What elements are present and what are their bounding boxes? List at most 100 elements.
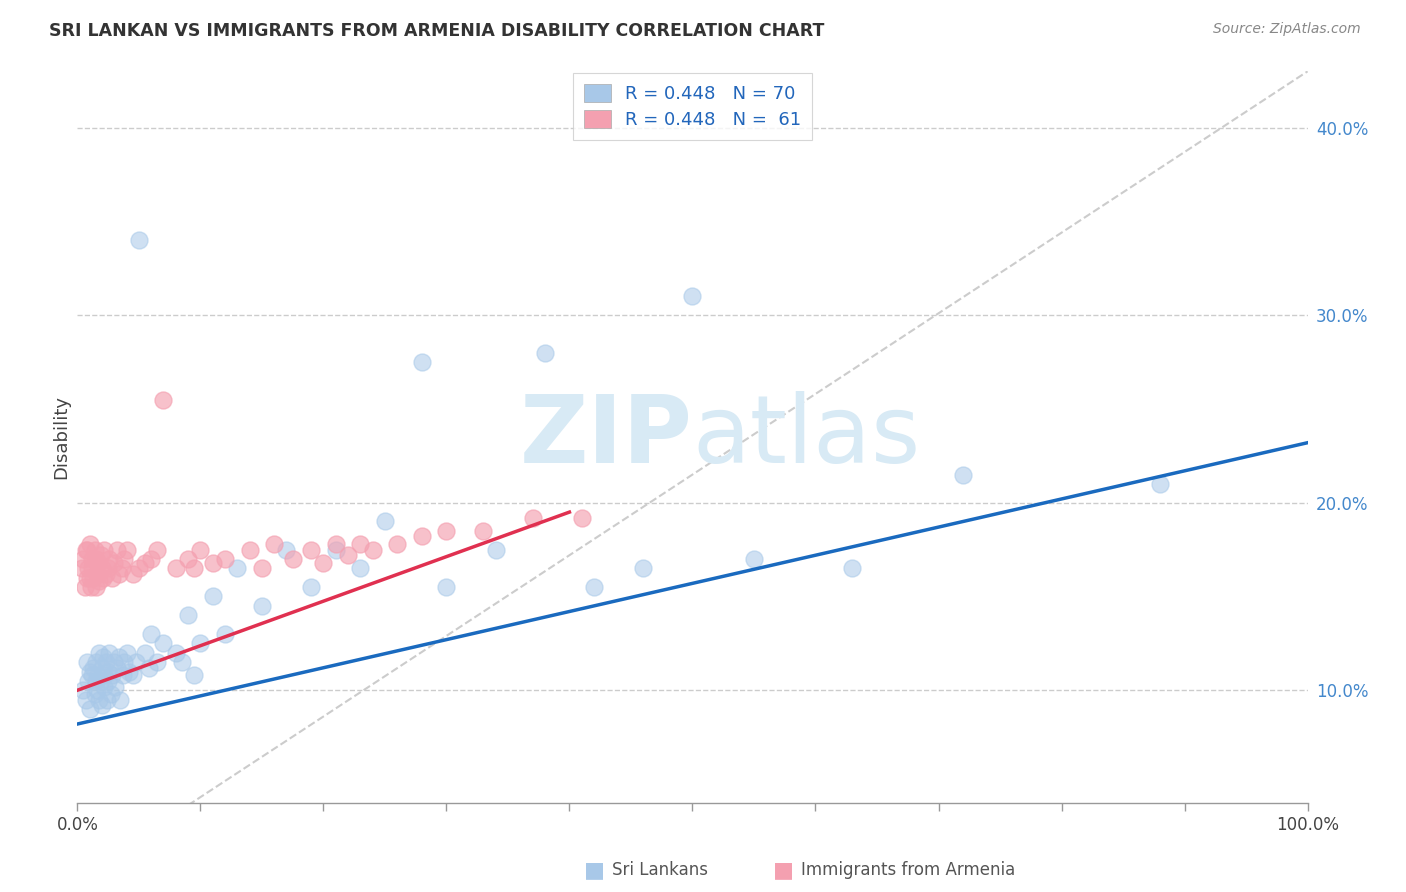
Text: Source: ZipAtlas.com: Source: ZipAtlas.com <box>1213 22 1361 37</box>
Point <box>87 556 110 570</box>
Point <box>281 552 304 566</box>
Point <box>337 548 360 562</box>
Point <box>79 537 101 551</box>
Point <box>121 668 143 682</box>
Point <box>141 627 163 641</box>
Point <box>100 687 122 701</box>
Point <box>201 590 224 604</box>
Point <box>276 542 298 557</box>
Point <box>841 561 863 575</box>
Point <box>1149 477 1171 491</box>
Legend: R = 0.448   N = 70, R = 0.448   N =  61: R = 0.448 N = 70, R = 0.448 N = 61 <box>572 73 813 140</box>
Point <box>82 552 104 566</box>
Point <box>118 665 141 679</box>
Point <box>121 566 143 581</box>
Y-axis label: Disability: Disability <box>52 395 70 479</box>
Point <box>110 692 132 706</box>
Point <box>77 673 100 688</box>
Point <box>70 561 93 575</box>
Point <box>72 552 94 566</box>
Point <box>93 680 115 694</box>
Point <box>485 542 508 557</box>
Point <box>361 542 384 557</box>
Point <box>952 467 974 482</box>
Point <box>105 542 128 557</box>
Point <box>534 345 557 359</box>
Point <box>91 649 114 664</box>
Point <box>82 668 104 682</box>
Point <box>91 571 114 585</box>
Point <box>214 552 236 566</box>
Point <box>633 561 655 575</box>
Point <box>108 566 131 581</box>
Text: ■: ■ <box>773 860 794 880</box>
Point <box>146 655 169 669</box>
Point <box>436 580 458 594</box>
Point <box>96 692 118 706</box>
Point <box>571 510 593 524</box>
Point <box>83 687 105 701</box>
Text: atlas: atlas <box>693 391 921 483</box>
Point <box>239 542 262 557</box>
Point <box>80 580 103 594</box>
Point <box>112 655 135 669</box>
Point <box>75 692 97 706</box>
Point <box>101 668 124 682</box>
Point <box>84 552 107 566</box>
Point <box>349 537 371 551</box>
Point <box>263 537 285 551</box>
Point <box>84 580 107 594</box>
Point <box>165 646 187 660</box>
Point <box>93 542 115 557</box>
Point <box>250 599 273 613</box>
Point <box>72 683 94 698</box>
Point <box>312 556 335 570</box>
Point <box>97 561 120 575</box>
Text: Sri Lankans: Sri Lankans <box>612 861 707 879</box>
Point <box>104 680 127 694</box>
Point <box>103 655 125 669</box>
Point <box>138 661 160 675</box>
Point <box>89 692 111 706</box>
Point <box>84 655 107 669</box>
Point <box>349 561 371 575</box>
Point <box>226 561 249 575</box>
Point <box>105 661 128 675</box>
Point <box>165 561 187 575</box>
Point <box>77 561 100 575</box>
Point <box>522 510 544 524</box>
Point <box>82 571 104 585</box>
Point <box>146 542 169 557</box>
Point <box>97 665 120 679</box>
Point <box>98 552 121 566</box>
Point <box>115 542 138 557</box>
Text: Immigrants from Armenia: Immigrants from Armenia <box>801 861 1015 879</box>
Point <box>108 649 131 664</box>
Point <box>76 542 98 557</box>
Point <box>742 552 765 566</box>
Point <box>250 561 273 575</box>
Point <box>188 542 212 557</box>
Point <box>134 646 156 660</box>
Point <box>214 627 236 641</box>
Point <box>87 668 110 682</box>
Point <box>436 524 458 538</box>
Point <box>325 542 347 557</box>
Point <box>170 655 193 669</box>
Point <box>374 515 396 529</box>
Text: ■: ■ <box>583 860 605 880</box>
Point <box>90 673 112 688</box>
Point <box>115 646 138 660</box>
Text: SRI LANKAN VS IMMIGRANTS FROM ARMENIA DISABILITY CORRELATION CHART: SRI LANKAN VS IMMIGRANTS FROM ARMENIA DI… <box>49 22 824 40</box>
Point <box>183 561 205 575</box>
Point <box>134 556 156 570</box>
Point <box>76 571 98 585</box>
Point <box>583 580 606 594</box>
Point <box>128 233 150 247</box>
Point <box>177 608 200 623</box>
Point <box>90 548 112 562</box>
Point <box>86 683 108 698</box>
Point <box>152 636 174 650</box>
Point <box>83 542 105 557</box>
Point <box>90 561 114 575</box>
